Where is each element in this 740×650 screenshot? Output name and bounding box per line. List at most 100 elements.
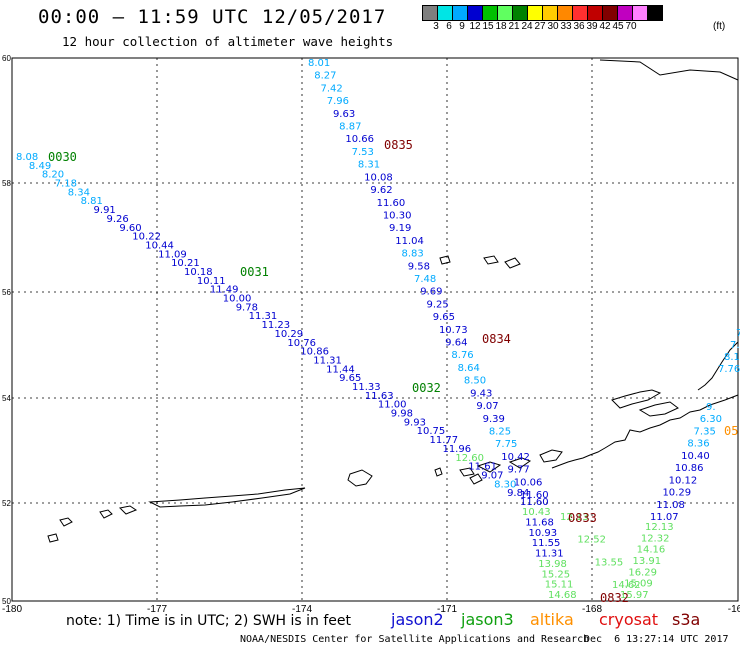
wave-height-value: 11.00 [378,400,407,411]
wave-height-value: 10.43 [522,507,551,518]
wave-height-value: 11.08 [656,500,685,511]
map-subtitle: 12 hour collection of altimeter wave hei… [62,34,394,49]
track-time-label: 0030 [48,150,77,164]
coastlines [47,59,739,543]
satellite-legend-item: altika [530,610,574,629]
wave-height-value: 14.62 [612,580,641,591]
wave-height-value: 12.32 [641,533,670,544]
footer-note: note: 1) Time is in UTC; 2) SWH is in fe… [66,613,352,629]
color-scale-label: 9 [459,21,465,32]
color-scale-unit: (ft) [713,21,726,32]
credit-text: NOAA/NESDIS Center for Satellite Applica… [240,634,590,645]
coastline [148,487,306,508]
wave-height-value: 9.63 [333,109,355,120]
wave-height-value: 11.63 [365,391,394,402]
wave-height-value: 11.60 [377,198,406,209]
wave-height-value: 12.13 [645,522,674,533]
wave-height-value: 8.1 [724,352,740,363]
color-scale-label: 24 [521,21,533,32]
coastline [459,467,475,477]
wave-height-value: 15.11 [545,580,574,591]
coastline [118,505,138,515]
wave-height-value: 11.49 [210,285,239,296]
wave-height-value: 11.09 [158,249,187,260]
track-time-label: 0031 [240,265,269,279]
satellite-legend-item: cryosat [599,610,659,629]
wave-height-value: 9.25 [426,299,448,310]
wave-height-value: 10.21 [171,258,200,269]
wave-height-value: 9. [706,402,716,413]
wave-height-value: 10.22 [132,232,161,243]
wave-height-value: 13.91 [633,556,662,567]
wave-height-value: 9.07 [476,401,498,412]
color-scale-bar [422,5,663,21]
color-scale-label: 33 [560,21,572,32]
wave-height-value: 7. [730,340,740,351]
color-scale-labels: 3 6 9 12 15 18 21 24 27 30 33 36 39 42 45 70 [429,21,637,32]
latitude-label: 54 [2,394,11,403]
color-scale-label: 45 [612,21,624,32]
coastline [508,457,532,469]
wave-height-value: 8.87 [339,122,361,133]
satellite-legend-item: s3a [672,610,701,629]
wave-height-value: 9.77 [508,465,530,476]
wave-height-value: 8.76 [451,350,473,361]
wave-height-value: 11.33 [352,382,381,393]
color-scale-label: 6 [446,21,452,32]
wave-height-value: 12.13 [560,512,589,523]
wave-height-value: 7.75 [495,439,517,450]
latitude-label: 52 [2,499,11,508]
wave-height-value: 9.65 [339,373,361,384]
coastline [697,341,739,391]
wave-height-value: 10.30 [383,210,412,221]
wave-height-value: 6.30 [700,414,722,425]
wave-height-value: 9.58 [408,261,430,272]
wave-height-value: 8.25 [489,426,511,437]
wave-height-value: 11.55 [532,538,561,549]
color-scale-label: 27 [534,21,546,32]
wave-height-value: 10.11 [197,276,226,287]
latitude-label: 58 [2,179,11,188]
wave-height-value: 11.60 [520,497,549,508]
longitude-label: -180 [2,604,22,615]
wave-height-value: 9.78 [236,302,258,313]
coastline [99,509,113,519]
wave-height-value: 10.66 [345,134,374,145]
map-grid [12,58,738,601]
wave-height-value: 7.48 [414,274,436,285]
wave-height-value: 7.42 [320,83,342,94]
coastline [347,469,373,487]
wave-height-value: 10.12 [669,475,698,486]
wave-height-value: 15.25 [542,569,571,580]
wave-height-value: 7.35 [694,426,716,437]
wave-height-value: 9.19 [389,223,411,234]
track-time-label: 0032 [412,381,441,395]
wave-height-value: 11.31 [249,311,278,322]
wave-height-value: 13.55 [595,557,624,568]
color-scale-label: 15 [482,21,494,32]
wave-height-value: 10.29 [662,488,691,499]
wave-height-value: 10.86 [675,463,704,474]
color-scale-label: 30 [547,21,559,32]
wave-height-value: 8.49 [29,161,51,172]
wave-height-value: 7. [736,328,740,339]
wave-height-value: 7.53 [352,147,374,158]
wave-height-value: 9.93 [404,417,426,428]
coastline [638,401,679,417]
coastline [59,517,73,527]
coastline [476,461,502,473]
wave-height-value: 10.18 [184,267,213,278]
wave-height-value: 11.07 [650,512,679,523]
wave-height-value: 10.29 [274,329,303,340]
wave-height-value: 16.29 [628,567,657,578]
wave-height-value: 9.07 [481,470,503,481]
wave-height-value: 8.27 [314,71,336,82]
satellite-legend-item: jason3 [461,610,514,629]
wave-height-value: 11.60 [520,490,549,501]
wave-height-value: 11.96 [442,444,471,455]
track-values: 8.088.498.207.188.348.819.919.269.6010.2… [16,58,740,605]
track-time-label: 0833 [568,511,597,525]
wave-height-value: 10.76 [287,338,316,349]
wave-height-value: 11.23 [262,320,291,331]
latitude-label: 50 [2,597,11,606]
